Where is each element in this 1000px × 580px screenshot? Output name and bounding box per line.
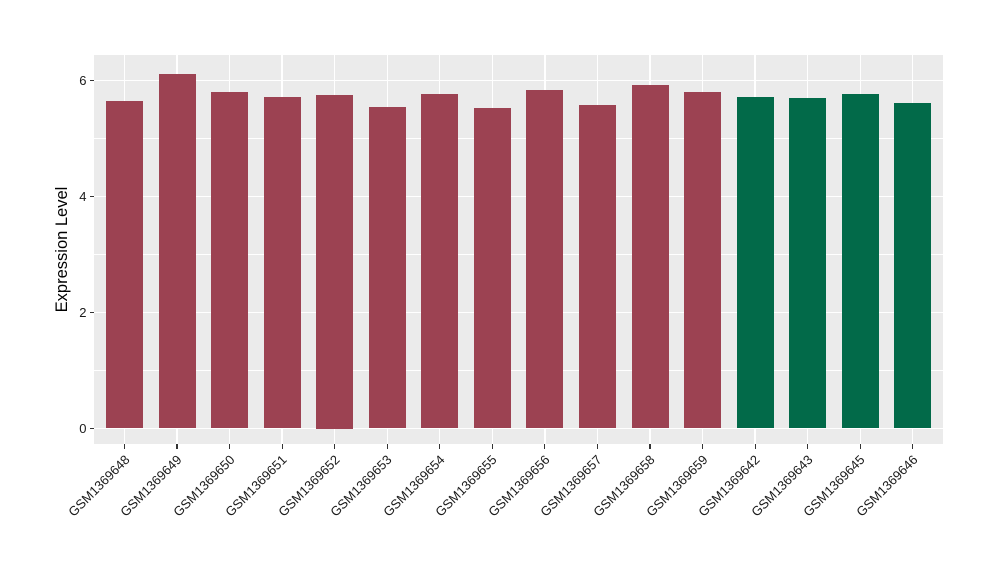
- bar: [684, 91, 722, 429]
- y-tick-mark: [89, 195, 94, 198]
- x-tick-mark: [912, 444, 914, 449]
- x-tick-mark: [229, 444, 231, 449]
- bar: [631, 84, 669, 429]
- x-tick-mark: [439, 444, 441, 449]
- gridline-minor: [94, 138, 943, 139]
- x-tick-mark: [649, 444, 651, 449]
- gridline-minor: [94, 254, 943, 255]
- x-tick-mark: [754, 444, 756, 449]
- bar: [789, 98, 827, 429]
- y-tick-mark: [89, 79, 94, 82]
- x-tick-mark: [491, 444, 493, 449]
- x-tick-mark: [386, 444, 388, 449]
- bar: [106, 100, 143, 429]
- x-tick-mark: [807, 444, 809, 449]
- gridline-minor: [94, 370, 943, 371]
- bar: [578, 104, 616, 429]
- bar: [841, 94, 879, 429]
- y-tick-label: 6: [79, 72, 87, 88]
- x-tick-mark: [544, 444, 546, 449]
- bar: [263, 96, 301, 429]
- gridline-major: [94, 311, 943, 314]
- y-tick-label: 2: [79, 304, 87, 320]
- x-tick-mark: [701, 444, 704, 449]
- bar: [368, 106, 406, 429]
- bar: [526, 90, 564, 429]
- bar: [473, 108, 511, 429]
- gridline-major: [94, 427, 943, 430]
- x-tick-mark: [281, 444, 283, 449]
- y-tick-label: 0: [79, 420, 87, 436]
- x-tick-label: GSM1369646: [853, 452, 921, 520]
- x-tick-mark: [123, 444, 126, 449]
- gridline-major: [94, 79, 943, 82]
- bar: [316, 95, 354, 429]
- y-tick-mark: [89, 427, 94, 430]
- x-tick-mark: [859, 444, 861, 449]
- gridline-major: [94, 195, 943, 198]
- bar: [894, 103, 932, 429]
- x-tick-mark: [334, 444, 336, 449]
- bar: [736, 97, 774, 429]
- x-tick-mark: [596, 444, 599, 449]
- bar: [211, 91, 249, 429]
- y-tick-label: 4: [79, 188, 87, 204]
- y-axis-title: Expression Level: [53, 186, 71, 313]
- y-tick-mark: [89, 311, 94, 314]
- x-tick-mark: [176, 444, 178, 449]
- bar: [421, 93, 459, 429]
- bar: [158, 73, 196, 429]
